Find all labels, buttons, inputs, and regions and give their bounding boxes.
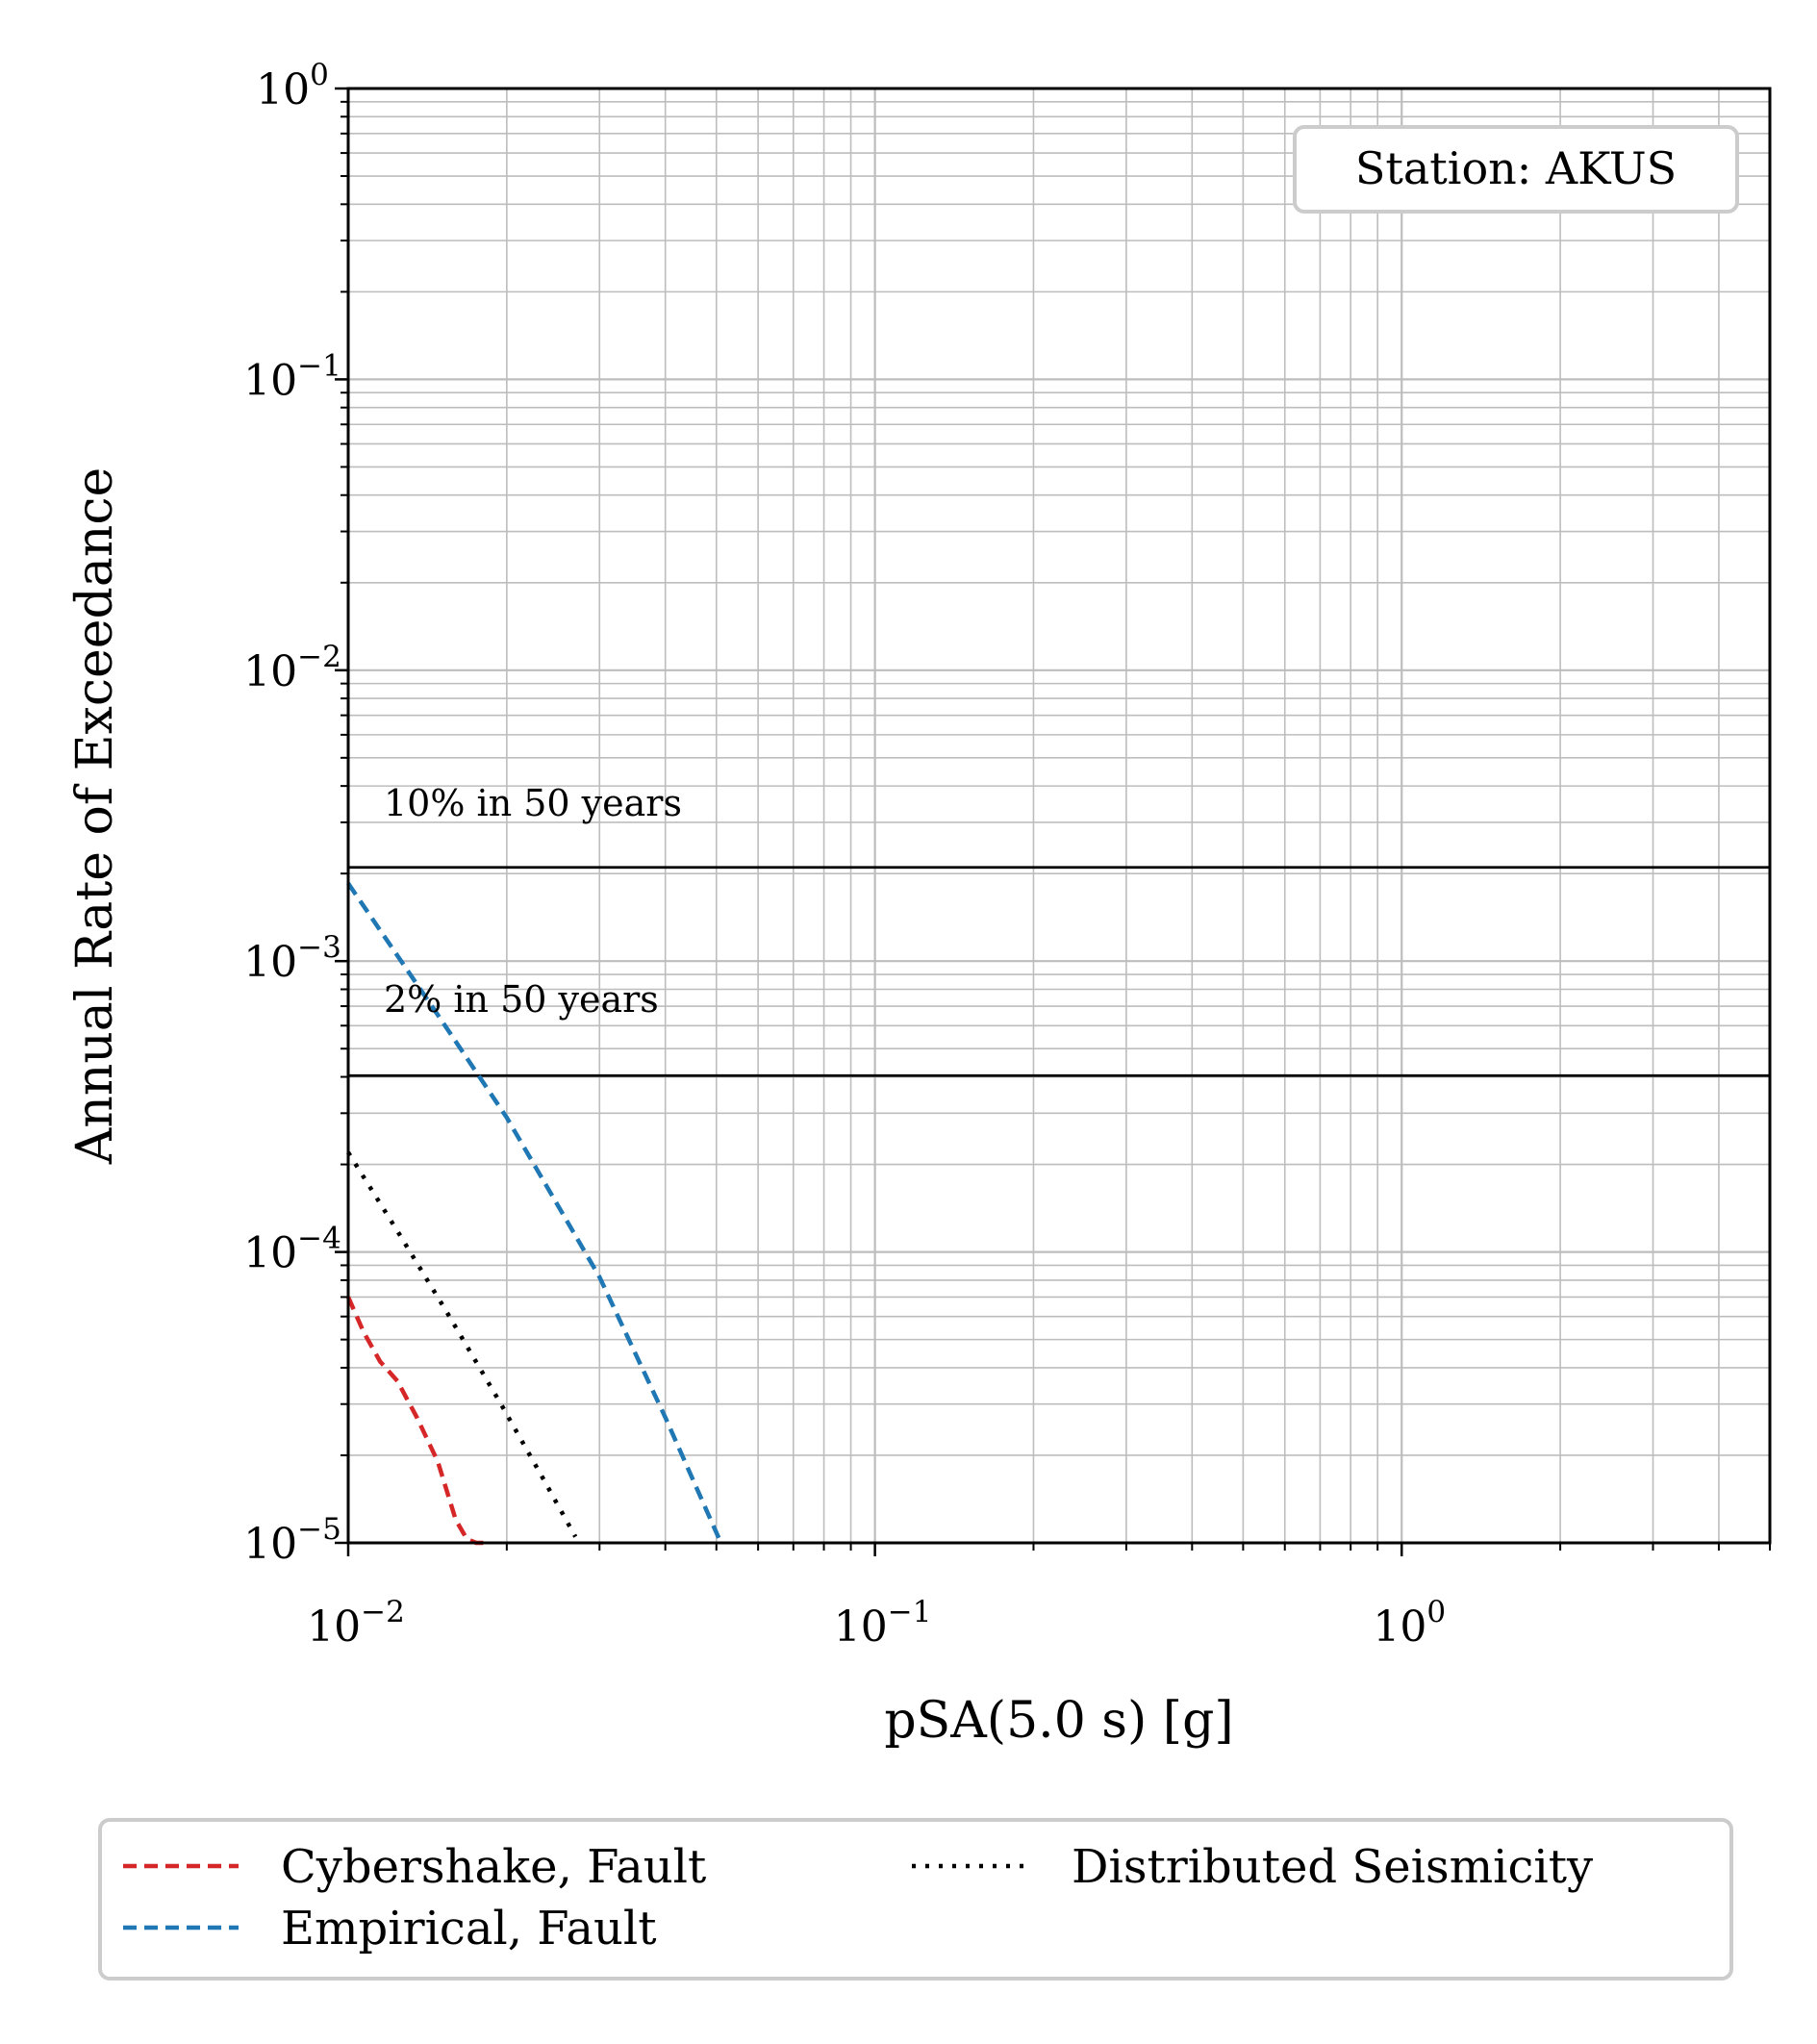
- station-box: Station: AKUS: [1293, 125, 1739, 214]
- y-tick-label: 10−2: [243, 640, 341, 696]
- threshold-lines: [348, 866, 1770, 1077]
- annotation-2pct: 2% in 50 years: [384, 978, 659, 1021]
- y-tick-label: 10−3: [243, 930, 341, 987]
- plot-series: [345, 882, 723, 1546]
- x-axis-title: pSA(5.0 s) [g]: [884, 1692, 1233, 1750]
- y-axis-title: Annual Rate of Exceedance: [66, 467, 124, 1165]
- x-tick-label: 10−2: [307, 1595, 405, 1652]
- legend-label-empirical: Empirical, Fault: [281, 1902, 657, 1956]
- axis-ticks: [335, 87, 1771, 1556]
- y-tick-label: 100: [256, 58, 329, 114]
- legend-label-distributed: Distributed Seismicity: [1072, 1840, 1593, 1894]
- x-tick-label: 10−1: [834, 1595, 932, 1652]
- series-line-2: [346, 1150, 578, 1538]
- series-line-1: [346, 882, 723, 1544]
- legend-frame: [98, 1818, 1733, 1981]
- station-box-frame: [1293, 125, 1739, 214]
- station-label: Station: AKUS: [1355, 142, 1677, 194]
- series-line-0: [345, 1296, 490, 1546]
- annotation-10pct: 10% in 50 years: [384, 782, 682, 824]
- x-tick-label: 100: [1373, 1595, 1446, 1652]
- axis-tick-labels: 10−2 10−1 100 10−5 10−4 10−3 10−2 10−1 100: [243, 58, 1446, 1652]
- y-tick-label: 10−1: [243, 348, 341, 405]
- threshold-annotations: 10% in 50 years 2% in 50 years: [384, 782, 682, 1021]
- y-tick-label: 10−5: [243, 1512, 341, 1569]
- legend: Cybershake, Fault Empirical, Fault Distr…: [98, 1818, 1733, 1981]
- y-tick-label: 10−4: [243, 1222, 341, 1278]
- legend-label-cybershake: Cybershake, Fault: [281, 1840, 706, 1894]
- plot-frame: [346, 87, 1772, 1545]
